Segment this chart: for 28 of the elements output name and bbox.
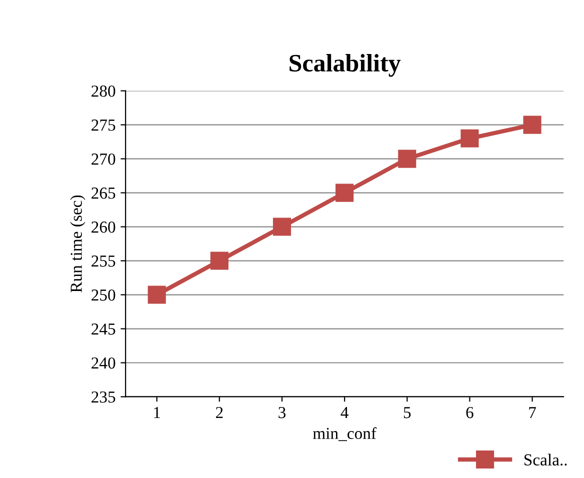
point <box>210 252 228 270</box>
point <box>148 286 166 304</box>
x-tick-label: 3 <box>278 406 286 418</box>
x-tick-label: 5 <box>404 407 411 418</box>
point <box>272 218 292 236</box>
y-tick-label: 275 <box>92 120 116 131</box>
x-axis-title: min_conf <box>312 427 376 442</box>
point <box>523 116 542 134</box>
point <box>398 150 416 168</box>
y-tick-label: 245 <box>92 324 116 335</box>
point <box>336 184 354 202</box>
x-tick-label: 4 <box>340 407 348 418</box>
x-tick-label: 2 <box>216 406 223 418</box>
chart-title: Scalability <box>290 54 401 77</box>
y-tick-label: 260 <box>92 221 116 233</box>
point <box>460 129 479 148</box>
y-tick-label: 265 <box>92 188 116 199</box>
legend-label: Scala.. <box>524 454 567 466</box>
x-tick-label: 7 <box>529 407 536 418</box>
y-tick-label: 280 <box>92 86 116 97</box>
y-tick-label: 235 <box>92 391 116 403</box>
y-tick-label: 240 <box>92 357 116 369</box>
y-tick-label: 255 <box>92 256 116 267</box>
y-axis-title: Run time (sec) <box>70 195 86 292</box>
x-tick-label: 1 <box>154 407 160 418</box>
y-tick-label: 270 <box>92 154 116 165</box>
x-tick-label: 6 <box>466 406 474 418</box>
y-tick-label: 250 <box>92 289 116 301</box>
